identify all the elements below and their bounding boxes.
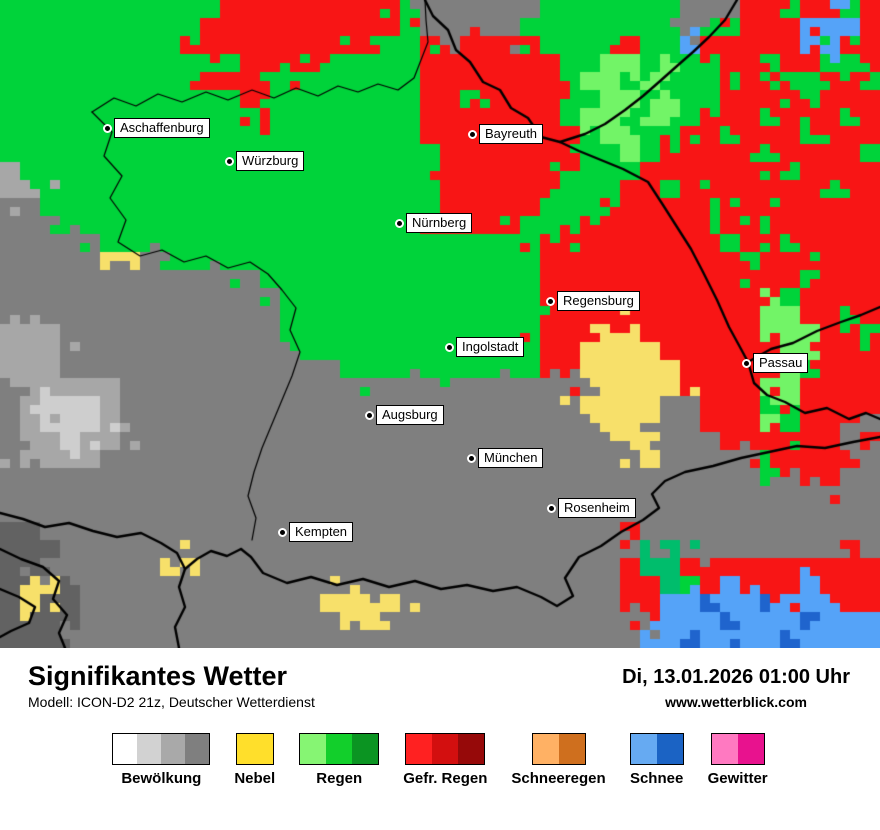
model-info: Modell: ICON-D2 21z, Deutscher Wetterdie…	[28, 694, 315, 710]
city-marker: Nürnberg	[395, 213, 473, 233]
legend-label: Bewölkung	[121, 770, 202, 787]
city-dot-icon	[742, 358, 751, 368]
city-marker: Passau	[742, 353, 809, 373]
legend-label: Gewitter	[707, 770, 768, 787]
legend-swatch-cell	[113, 734, 138, 764]
city-dot-icon	[445, 342, 454, 352]
city-label: Passau	[753, 353, 809, 373]
legend-swatch-cell	[236, 734, 273, 764]
city-label: München	[478, 448, 544, 468]
legend-swatch	[235, 733, 274, 765]
legend-swatch	[629, 733, 684, 765]
city-label: Würzburg	[236, 151, 305, 171]
forecast-datetime: Di, 13.01.2026 01:00 Uhr	[622, 666, 850, 688]
legend-swatch-cell	[630, 734, 657, 764]
city-label: Nürnberg	[406, 213, 473, 233]
city-labels-layer: Aschaffenburg Würzburg Bayreuth Nürnberg Reg…	[103, 118, 809, 542]
legend-swatch-cell	[352, 734, 379, 764]
city-dot-icon	[365, 410, 374, 420]
city-marker: Aschaffenburg	[103, 118, 210, 138]
legend-item: Bewölkung	[112, 733, 211, 787]
footer-left: Signifikantes Wetter Modell: ICON-D2 21z…	[28, 660, 315, 711]
city-marker: München	[467, 448, 544, 468]
website-url: www.wetterblick.com	[665, 694, 807, 710]
footer-head: Signifikantes Wetter Modell: ICON-D2 21z…	[0, 660, 880, 711]
legend-item: Schnee	[629, 733, 684, 787]
legend-label: Schneeregen	[511, 770, 606, 787]
legend-swatch-cell	[161, 734, 186, 764]
city-dot-icon	[278, 527, 287, 537]
legend-swatch	[112, 733, 211, 765]
legend-label: Regen	[316, 770, 363, 787]
weather-pixel-layer	[0, 0, 880, 648]
city-dot-icon	[547, 503, 556, 513]
legend-label: Gefr. Regen	[403, 770, 488, 787]
city-marker: Rosenheim	[547, 498, 636, 518]
city-marker: Augsburg	[365, 405, 444, 425]
legend-swatch-cell	[406, 734, 433, 764]
city-dot-icon	[103, 123, 112, 133]
legend-swatch-cell	[326, 734, 353, 764]
city-marker: Bayreuth	[468, 124, 544, 144]
legend-swatch-cell	[558, 734, 585, 764]
weather-legend: Bewölkung Nebel Regen Gefr. Regen Schneerege…	[0, 733, 880, 787]
weather-map: Aschaffenburg Würzburg Bayreuth Nürnberg Reg…	[0, 0, 880, 648]
legend-swatch-cell	[458, 734, 485, 764]
page-title: Signifikantes Wetter	[28, 661, 288, 691]
map-footer: Signifikantes Wetter Modell: ICON-D2 21z…	[0, 648, 880, 830]
city-dot-icon	[467, 453, 476, 463]
city-label: Rosenheim	[558, 498, 636, 518]
city-label: Ingolstadt	[456, 337, 525, 357]
city-dot-icon	[225, 156, 234, 166]
legend-swatch-cell	[432, 734, 459, 764]
city-marker: Ingolstadt	[445, 337, 525, 357]
city-marker: Würzburg	[225, 151, 305, 171]
legend-swatch	[405, 733, 486, 765]
legend-item: Gefr. Regen	[403, 733, 487, 787]
legend-swatch-cell	[300, 734, 327, 764]
legend-label: Schnee	[629, 770, 684, 787]
city-label: Augsburg	[376, 405, 444, 425]
legend-swatch-cell	[532, 734, 559, 764]
legend-swatch-cell	[185, 734, 210, 764]
city-marker: Kempten	[278, 522, 354, 542]
legend-swatch	[531, 733, 586, 765]
legend-item: Regen	[299, 733, 380, 787]
legend-swatch	[710, 733, 765, 765]
legend-swatch-cell	[737, 734, 764, 764]
legend-item: Nebel	[234, 733, 275, 787]
legend-item: Gewitter	[708, 733, 768, 787]
city-label: Bayreuth	[479, 124, 544, 144]
city-label: Regensburg	[557, 291, 640, 311]
city-dot-icon	[546, 296, 555, 306]
legend-swatch-cell	[137, 734, 162, 764]
legend-swatch	[299, 733, 380, 765]
footer-right: Di, 13.01.2026 01:00 Uhr www.wetterblick…	[622, 660, 850, 711]
legend-item: Schneeregen	[511, 733, 606, 787]
city-label: Kempten	[289, 522, 354, 542]
city-marker: Regensburg	[546, 291, 640, 311]
legend-label: Nebel	[234, 770, 276, 787]
legend-swatch-cell	[711, 734, 738, 764]
city-dot-icon	[395, 218, 404, 228]
city-label: Aschaffenburg	[114, 118, 210, 138]
legend-swatch-cell	[656, 734, 683, 764]
city-dot-icon	[468, 129, 477, 139]
